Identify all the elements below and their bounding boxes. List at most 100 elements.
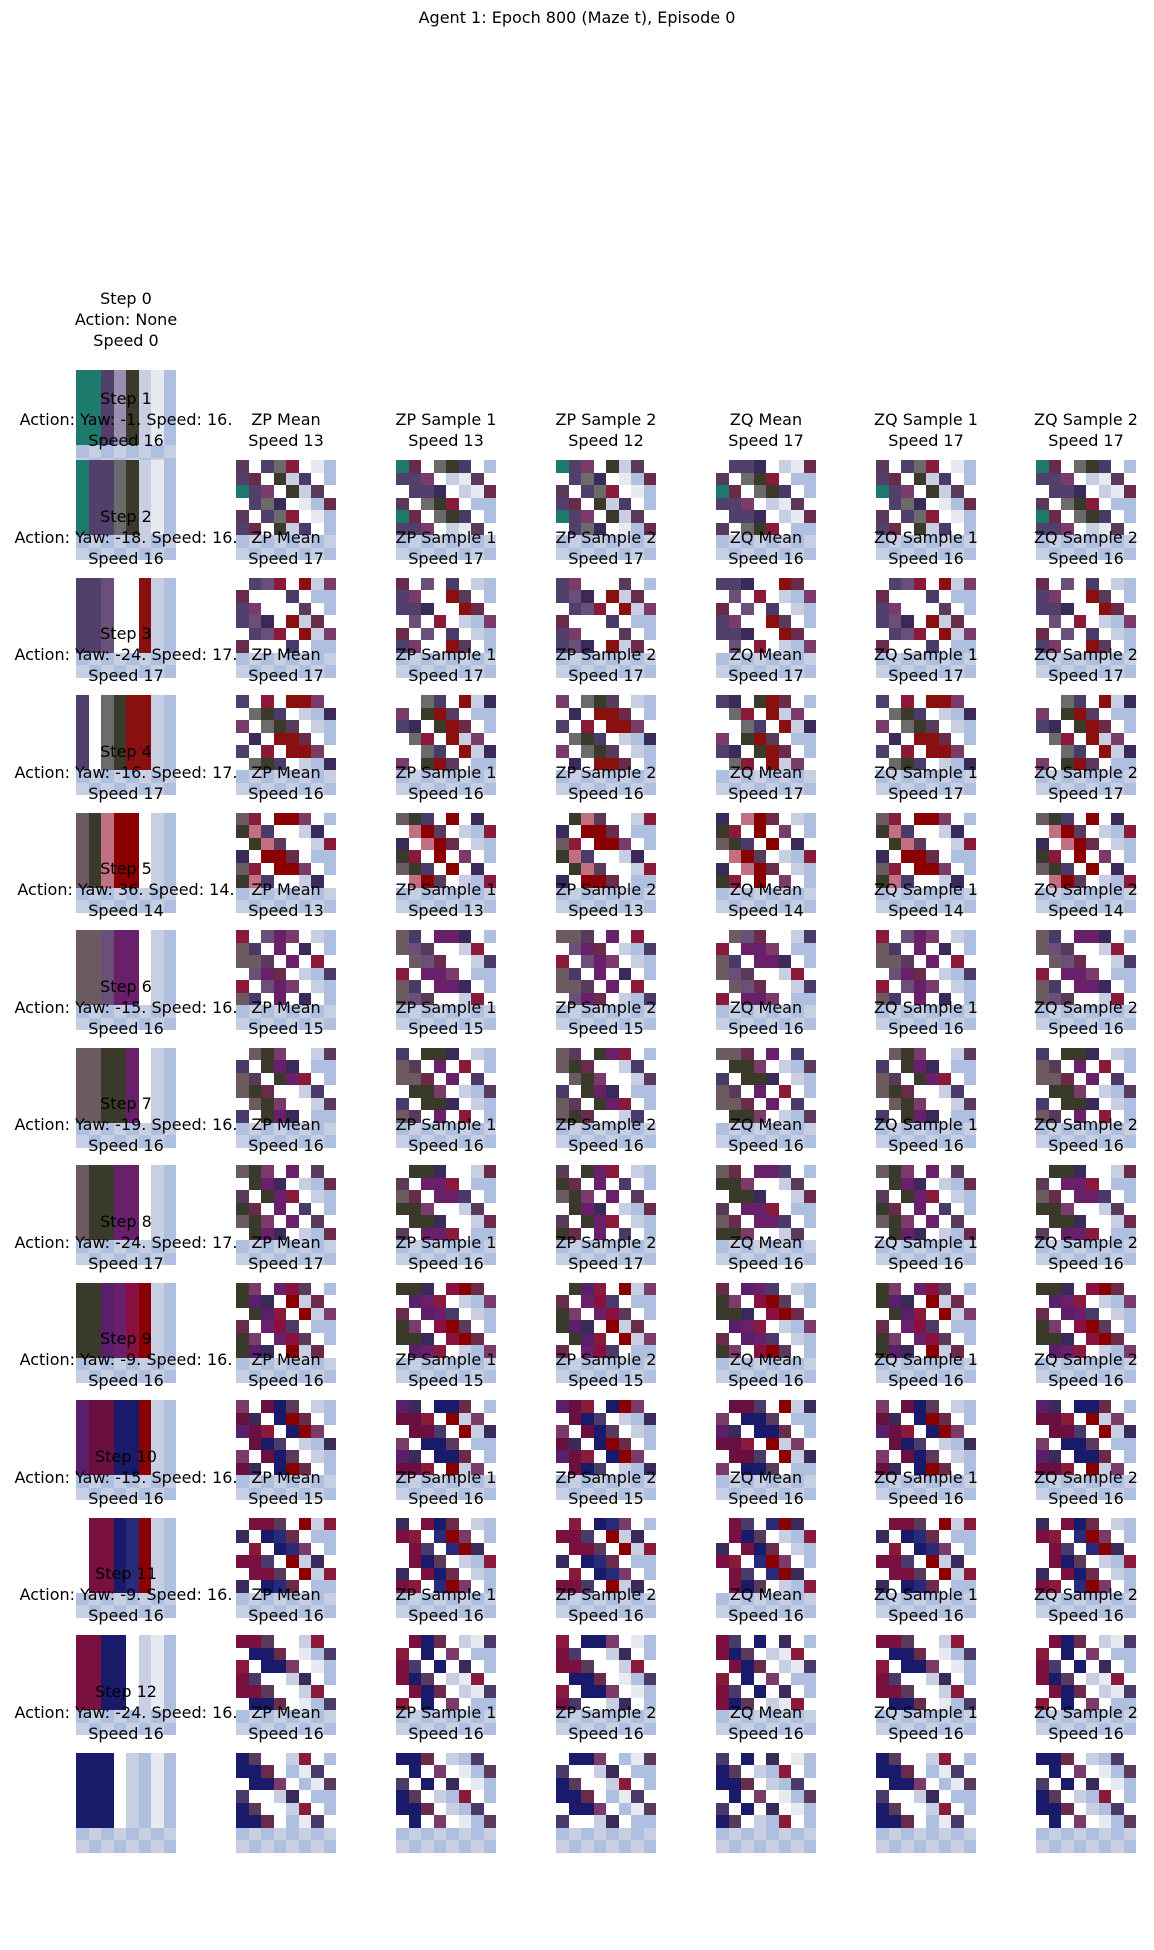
action-label: Action: Yaw: -9. Speed: 16.	[19, 1585, 233, 1604]
column-title: ZQ Mean	[729, 645, 803, 664]
column-title: ZP Mean	[251, 1232, 321, 1252]
speed-label: Speed 16	[1048, 1136, 1124, 1155]
speed-label: Speed 16	[88, 548, 164, 568]
prediction-image	[236, 1635, 336, 1735]
speed-label: Speed 15	[408, 1371, 484, 1390]
speed-label: Speed 15	[408, 1018, 484, 1038]
prediction-image	[876, 1282, 976, 1383]
action-label: Action: Yaw: -24. Speed: 17.	[14, 1232, 238, 1252]
prediction-image	[556, 460, 656, 560]
observation-image	[76, 1400, 176, 1500]
action-label: Action: Yaw: -9. Speed: 16.	[19, 1350, 233, 1369]
column-title: ZP Sample 1	[395, 1467, 497, 1487]
action-label: Action: Yaw: -24. Speed: 17.	[14, 645, 238, 664]
column-title: ZQ Mean	[729, 1115, 803, 1134]
speed-label: Speed 16	[408, 1136, 484, 1155]
prediction-image	[1036, 930, 1136, 1030]
speed-label: Speed 17	[248, 548, 324, 568]
speed-label: Speed 14	[88, 901, 164, 920]
column-title: ZP Sample 1	[395, 527, 497, 547]
speed-label: Speed 17	[568, 548, 644, 568]
observation-image	[76, 1635, 176, 1735]
prediction-image	[396, 1517, 496, 1618]
prediction-image	[716, 1165, 816, 1265]
prediction-image	[1036, 577, 1136, 678]
action-label: Action: Yaw: -16. Speed: 17.	[14, 762, 238, 782]
prediction-image	[396, 1047, 496, 1148]
speed-label: Speed 17	[88, 666, 164, 685]
speed-label: Speed 16	[1048, 1253, 1124, 1273]
prediction-image	[236, 1517, 336, 1618]
prediction-image	[1036, 1047, 1136, 1148]
prediction-image	[396, 1282, 496, 1383]
column-title: ZP Sample 1	[395, 997, 497, 1017]
prediction-image	[876, 695, 976, 795]
column-title: ZP Sample 2	[555, 1585, 657, 1604]
speed-label: Speed 0	[93, 331, 159, 350]
prediction-image	[716, 1635, 816, 1735]
column-title: ZP Sample 2	[555, 880, 657, 899]
column-title: ZP Mean	[251, 1350, 321, 1369]
speed-label: Speed 16	[88, 431, 164, 450]
step-label: Step 6	[100, 976, 152, 996]
prediction-image	[236, 1165, 336, 1265]
speed-label: Speed 17	[88, 783, 164, 803]
prediction-image	[716, 1517, 816, 1618]
prediction-image	[1036, 695, 1136, 795]
action-label: Action: Yaw: 36. Speed: 14.	[17, 880, 235, 899]
column-title: ZQ Sample 1	[874, 762, 978, 782]
speed-label: Speed 16	[1048, 1371, 1124, 1390]
speed-label: Speed 14	[1048, 901, 1124, 920]
speed-label: Speed 16	[248, 783, 324, 803]
column-title: ZP Mean	[251, 1585, 321, 1604]
speed-label: Speed 17	[728, 431, 804, 450]
prediction-image	[716, 930, 816, 1030]
column-title: ZQ Sample 1	[874, 1232, 978, 1252]
column-title: ZP Mean	[251, 1467, 321, 1487]
prediction-image	[556, 1752, 656, 1853]
speed-label: Speed 16	[888, 1723, 964, 1743]
column-title: ZP Sample 1	[395, 1232, 497, 1252]
prediction-image	[716, 1752, 816, 1853]
prediction-image	[1036, 1400, 1136, 1500]
column-title: ZQ Sample 1	[874, 645, 978, 664]
page-title: Agent 1: Epoch 800 (Maze t), Episode 0	[418, 8, 736, 27]
speed-label: Speed 16	[888, 1253, 964, 1273]
speed-label: Speed 13	[568, 901, 644, 920]
speed-label: Speed 15	[248, 1018, 324, 1038]
prediction-image	[1036, 1752, 1136, 1853]
step-label: Step 3	[100, 624, 152, 643]
speed-label: Speed 13	[408, 901, 484, 920]
speed-label: Speed 16	[568, 1606, 644, 1625]
column-title: ZP Sample 2	[555, 1467, 657, 1487]
column-title: ZP Sample 2	[555, 1232, 657, 1252]
prediction-image	[396, 1752, 496, 1853]
column-title: ZP Sample 2	[555, 1350, 657, 1369]
prediction-image	[1036, 1282, 1136, 1383]
column-title: ZQ Mean	[729, 410, 803, 429]
observation-image	[76, 695, 176, 795]
speed-label: Speed 16	[248, 1606, 324, 1625]
prediction-image	[556, 930, 656, 1030]
speed-label: Speed 14	[888, 901, 964, 920]
speed-label: Speed 16	[888, 548, 964, 568]
column-title: ZQ Mean	[729, 1232, 803, 1252]
prediction-image	[236, 695, 336, 795]
column-title: ZQ Mean	[729, 1702, 803, 1722]
speed-label: Speed 13	[248, 431, 324, 450]
speed-label: Speed 16	[248, 1723, 324, 1743]
prediction-image	[716, 460, 816, 560]
prediction-image	[556, 577, 656, 678]
column-title: ZP Sample 2	[555, 645, 657, 664]
speed-label: Speed 16	[728, 1723, 804, 1743]
prediction-image	[236, 1047, 336, 1148]
column-title: ZP Sample 1	[395, 645, 497, 664]
prediction-image	[236, 460, 336, 560]
speed-label: Speed 17	[408, 666, 484, 685]
speed-label: Speed 17	[888, 431, 964, 450]
speed-label: Speed 16	[1048, 1606, 1124, 1625]
prediction-image	[556, 1282, 656, 1383]
speed-label: Speed 15	[248, 1488, 324, 1508]
prediction-image	[236, 812, 336, 913]
